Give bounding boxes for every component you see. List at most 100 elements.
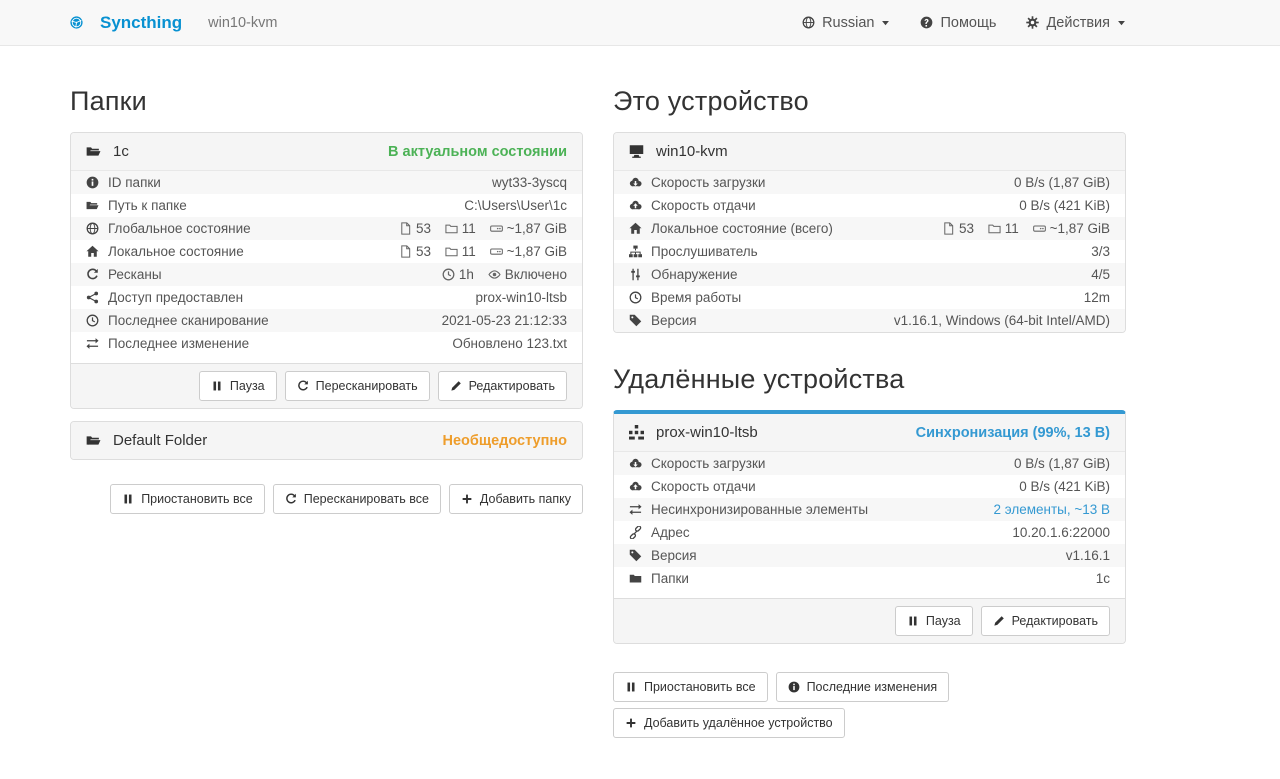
row-label: Ресканы bbox=[108, 267, 162, 282]
desktop-icon bbox=[629, 144, 644, 159]
dir-count: 11 bbox=[1004, 221, 1019, 236]
syncthing-logo-icon bbox=[70, 16, 83, 29]
row-value: Обновлено 123.txt bbox=[452, 336, 567, 351]
remote-device-status-badge: Синхронизация (99%, 13 B) bbox=[916, 425, 1110, 441]
watch-state: Включено bbox=[504, 267, 567, 282]
hdd-icon bbox=[489, 222, 503, 235]
pause-button[interactable]: Пауза bbox=[198, 371, 277, 401]
this-device-name: win10-kvm bbox=[656, 143, 728, 160]
row-label: Локальное состояние bbox=[108, 244, 244, 259]
help-icon bbox=[920, 16, 933, 29]
share-icon bbox=[86, 291, 99, 304]
folder-status-badge: Необщедоступно bbox=[442, 432, 567, 449]
table-row: Локальное состояние 53 11 ~1,87 GiB bbox=[71, 240, 582, 263]
globe-icon bbox=[86, 222, 99, 235]
status-text: Синхронизация bbox=[915, 424, 1029, 441]
table-row: Последнее сканирование 2021-05-23 21:12:… bbox=[71, 309, 582, 332]
recent-changes-button[interactable]: Последние изменения bbox=[775, 672, 950, 702]
row-label: Глобальное состояние bbox=[108, 221, 251, 236]
uptime-value: 12m bbox=[1083, 290, 1110, 305]
table-row: Скорость загрузки 0 B/s (1,87 GiB) bbox=[614, 452, 1125, 475]
table-row: Локальное состояние (всего) 53 11 ~1,87 … bbox=[614, 217, 1125, 240]
folder-panel-header[interactable]: 1c В актуальном состоянии bbox=[71, 133, 582, 171]
table-row: Несинхронизированные элементы 2 элементы… bbox=[614, 498, 1125, 521]
help-menu[interactable]: Помощь bbox=[920, 15, 996, 31]
version-value: v1.16.1, Windows (64-bit Intel/AMD) bbox=[893, 313, 1110, 328]
folder-name: Default Folder bbox=[113, 432, 208, 449]
add-remote-device-button[interactable]: Добавить удалённое устройство bbox=[613, 708, 845, 738]
rescan-all-button[interactable]: Пересканировать все bbox=[272, 484, 441, 514]
row-value: wyt33-3yscq bbox=[491, 175, 567, 190]
row-label: Папки bbox=[651, 571, 689, 586]
clock-icon bbox=[442, 268, 455, 281]
dir-count: 11 bbox=[461, 221, 476, 236]
remote-device-header[interactable]: prox-win10-ltsb Синхронизация (99%, 13 B… bbox=[614, 414, 1125, 452]
pause-all-folders-button[interactable]: Приостановить все bbox=[110, 484, 265, 514]
language-menu[interactable]: Russian bbox=[802, 15, 890, 31]
table-row: ID папки wyt33-3yscq bbox=[71, 171, 582, 194]
language-icon bbox=[802, 16, 815, 29]
clock-icon bbox=[86, 314, 99, 327]
row-label: Скорость отдачи bbox=[651, 479, 756, 494]
edit-button[interactable]: Редактировать bbox=[437, 371, 567, 401]
remote-device-panel: prox-win10-ltsb Синхронизация (99%, 13 B… bbox=[613, 410, 1126, 644]
cloud-download-icon bbox=[629, 457, 642, 470]
table-row: Глобальное состояние 53 11 ~1,87 GiB bbox=[71, 217, 582, 240]
row-label: Несинхронизированные элементы bbox=[651, 502, 869, 517]
row-value: 0 B/s (1,87 GiB) bbox=[1013, 175, 1110, 190]
folder-panel-default: Default Folder Необщедоступно bbox=[70, 421, 583, 460]
file-icon bbox=[399, 245, 412, 258]
row-label: Доступ предоставлен bbox=[108, 290, 244, 305]
refresh-icon bbox=[86, 268, 99, 281]
button-label: Пауза bbox=[229, 379, 265, 393]
table-row: Скорость отдачи 0 B/s (421 KiB) bbox=[614, 194, 1125, 217]
pause-button[interactable]: Пауза bbox=[894, 606, 973, 636]
device-name-label: win10-kvm bbox=[208, 14, 278, 31]
cloud-upload-icon bbox=[629, 199, 642, 212]
home-icon bbox=[86, 245, 99, 258]
this-device-title: Это устройство bbox=[613, 86, 809, 116]
clock-icon bbox=[629, 291, 642, 304]
folder-status-badge: В актуальном состоянии bbox=[388, 143, 567, 160]
caret-down-icon bbox=[881, 16, 890, 29]
folder-icon bbox=[86, 433, 101, 448]
folder-open-icon bbox=[86, 199, 99, 212]
row-label: Адрес bbox=[651, 525, 690, 540]
status-detail: (99%, 13 B) bbox=[1032, 424, 1110, 441]
pause-icon bbox=[211, 380, 223, 392]
table-row: Адрес 10.20.1.6:22000 bbox=[614, 521, 1125, 544]
tag-icon bbox=[629, 314, 642, 327]
this-device-header[interactable]: win10-kvm bbox=[614, 133, 1125, 171]
exchange-icon bbox=[629, 503, 642, 516]
button-label: Приостановить все bbox=[141, 492, 253, 506]
devices-section: Это устройство win10-kvm Скорость загруз… bbox=[613, 86, 1126, 738]
folder-panel-header[interactable]: Default Folder Необщедоступно bbox=[71, 422, 582, 459]
folder-name: 1c bbox=[113, 143, 129, 160]
info-circle-icon bbox=[86, 176, 99, 189]
folders-title: Папки bbox=[70, 86, 147, 116]
pause-icon bbox=[625, 681, 637, 693]
version-value: v1.16.1 bbox=[1065, 548, 1110, 563]
row-label: Время работы bbox=[651, 290, 742, 305]
add-folder-button[interactable]: Добавить папку bbox=[448, 484, 583, 514]
table-row: Путь к папке C:\Users\User\1c bbox=[71, 194, 582, 217]
remote-devices-title: Удалённые устройства bbox=[613, 364, 905, 394]
navbar-brand[interactable]: Syncthing bbox=[70, 13, 182, 33]
out-of-sync-link[interactable]: 2 элементы, ~13 B bbox=[993, 502, 1110, 517]
actions-icon bbox=[1026, 16, 1040, 29]
pause-icon bbox=[122, 493, 134, 505]
actions-menu[interactable]: Действия bbox=[1026, 15, 1126, 31]
hdd-icon bbox=[1032, 222, 1046, 235]
table-row: Скорость отдачи 0 B/s (421 KiB) bbox=[614, 475, 1125, 498]
shared-folders-value: 1c bbox=[1095, 571, 1110, 586]
pencil-icon bbox=[450, 380, 462, 392]
edit-button[interactable]: Редактировать bbox=[980, 606, 1110, 636]
button-label: Пересканировать bbox=[315, 379, 418, 393]
table-row: Папки 1c bbox=[614, 567, 1125, 590]
row-label: Прослушиватель bbox=[651, 244, 758, 259]
directory-icon bbox=[445, 222, 458, 235]
rescan-button[interactable]: Пересканировать bbox=[284, 371, 430, 401]
navbar: Syncthing win10-kvm Russian Помощь Дейст… bbox=[0, 0, 1280, 46]
row-label: ID папки bbox=[108, 175, 161, 190]
pause-all-devices-button[interactable]: Приостановить все bbox=[613, 672, 768, 702]
